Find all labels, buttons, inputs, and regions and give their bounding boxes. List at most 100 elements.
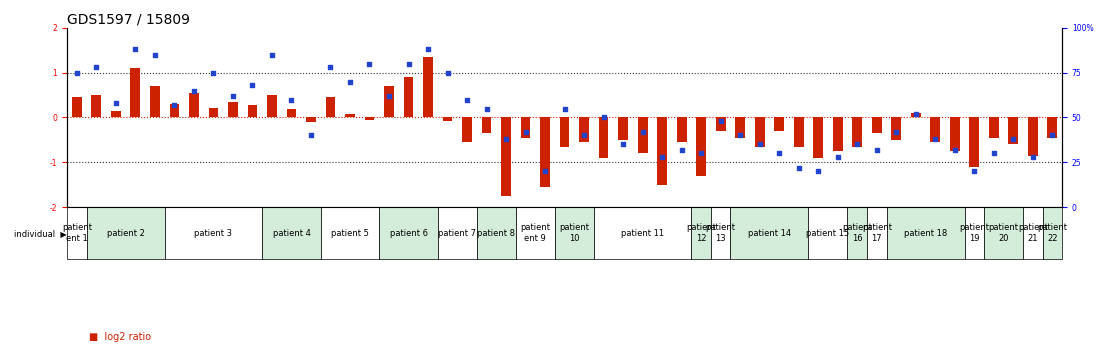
Point bbox=[184, 88, 202, 93]
Point bbox=[634, 129, 652, 135]
Point bbox=[868, 147, 885, 152]
Point bbox=[849, 142, 866, 147]
FancyBboxPatch shape bbox=[847, 207, 866, 259]
Bar bbox=[286, 108, 296, 118]
Point bbox=[927, 136, 945, 142]
Point bbox=[438, 70, 456, 75]
Point bbox=[165, 102, 183, 108]
Bar bbox=[72, 97, 82, 118]
FancyBboxPatch shape bbox=[965, 207, 984, 259]
Bar bbox=[345, 114, 354, 118]
FancyBboxPatch shape bbox=[866, 207, 887, 259]
Point bbox=[419, 47, 437, 52]
FancyBboxPatch shape bbox=[984, 207, 1023, 259]
FancyBboxPatch shape bbox=[476, 207, 515, 259]
Text: patient
16: patient 16 bbox=[842, 223, 872, 243]
Bar bbox=[385, 86, 394, 118]
Bar bbox=[228, 102, 238, 118]
Bar bbox=[131, 68, 140, 118]
Bar bbox=[813, 118, 823, 158]
FancyBboxPatch shape bbox=[691, 207, 711, 259]
Text: patient
19: patient 19 bbox=[959, 223, 989, 243]
FancyBboxPatch shape bbox=[321, 207, 379, 259]
Bar bbox=[930, 118, 940, 142]
Point bbox=[888, 129, 906, 135]
Text: GDS1597 / 15809: GDS1597 / 15809 bbox=[67, 12, 190, 27]
Point bbox=[380, 93, 398, 99]
Point bbox=[399, 61, 417, 66]
Point bbox=[498, 136, 515, 142]
Point bbox=[341, 79, 359, 84]
FancyBboxPatch shape bbox=[555, 207, 594, 259]
Text: patient 15: patient 15 bbox=[806, 229, 850, 238]
Point bbox=[302, 133, 320, 138]
Point bbox=[946, 147, 964, 152]
Bar bbox=[325, 97, 335, 118]
Bar bbox=[247, 105, 257, 118]
Text: patient 11: patient 11 bbox=[622, 229, 664, 238]
Point bbox=[537, 169, 555, 174]
Bar bbox=[716, 118, 726, 131]
Point bbox=[263, 52, 281, 57]
FancyBboxPatch shape bbox=[379, 207, 438, 259]
Bar bbox=[560, 118, 569, 147]
Point bbox=[770, 151, 788, 156]
Point bbox=[809, 169, 827, 174]
Bar bbox=[170, 104, 179, 118]
Bar bbox=[462, 118, 472, 142]
Point bbox=[87, 65, 105, 70]
Text: patient
10: patient 10 bbox=[559, 223, 589, 243]
FancyBboxPatch shape bbox=[711, 207, 730, 259]
Bar bbox=[697, 118, 707, 176]
Bar bbox=[599, 118, 608, 158]
Point bbox=[360, 61, 378, 66]
Point bbox=[224, 93, 241, 99]
Text: patient 4: patient 4 bbox=[273, 229, 311, 238]
Point bbox=[985, 151, 1003, 156]
Text: patient
ent 9: patient ent 9 bbox=[520, 223, 550, 243]
Bar bbox=[637, 118, 647, 154]
Point bbox=[556, 106, 574, 111]
Text: patient 18: patient 18 bbox=[904, 229, 947, 238]
FancyBboxPatch shape bbox=[86, 207, 164, 259]
Point bbox=[1043, 133, 1061, 138]
FancyBboxPatch shape bbox=[1023, 207, 1043, 259]
Bar bbox=[189, 93, 199, 118]
Bar bbox=[521, 118, 530, 138]
Bar bbox=[540, 118, 550, 187]
Point bbox=[673, 147, 691, 152]
Point bbox=[205, 70, 222, 75]
Text: patient 6: patient 6 bbox=[389, 229, 427, 238]
Point bbox=[907, 111, 925, 117]
Point bbox=[458, 97, 476, 102]
Text: patient
12: patient 12 bbox=[686, 223, 717, 243]
Bar bbox=[736, 118, 745, 138]
Bar bbox=[1027, 118, 1038, 156]
Bar bbox=[676, 118, 686, 142]
Bar bbox=[891, 118, 901, 140]
Point bbox=[322, 65, 340, 70]
Point bbox=[126, 47, 144, 52]
Point bbox=[692, 151, 710, 156]
Text: patient 14: patient 14 bbox=[748, 229, 792, 238]
Point bbox=[1024, 154, 1042, 160]
FancyBboxPatch shape bbox=[438, 207, 476, 259]
Text: patient 5: patient 5 bbox=[331, 229, 369, 238]
Bar bbox=[1048, 118, 1058, 138]
Point bbox=[595, 115, 613, 120]
FancyBboxPatch shape bbox=[1043, 207, 1062, 259]
Point bbox=[1004, 136, 1022, 142]
Bar bbox=[618, 118, 628, 140]
FancyBboxPatch shape bbox=[515, 207, 555, 259]
Text: patient
13: patient 13 bbox=[705, 223, 736, 243]
Text: patient
20: patient 20 bbox=[988, 223, 1018, 243]
Text: individual  ▶: individual ▶ bbox=[15, 229, 67, 238]
Bar bbox=[364, 118, 375, 120]
Text: patient
17: patient 17 bbox=[862, 223, 892, 243]
Point bbox=[828, 154, 846, 160]
Bar bbox=[482, 118, 492, 133]
FancyBboxPatch shape bbox=[730, 207, 808, 259]
Bar bbox=[579, 118, 589, 142]
Bar bbox=[872, 118, 882, 133]
Bar bbox=[404, 77, 414, 118]
